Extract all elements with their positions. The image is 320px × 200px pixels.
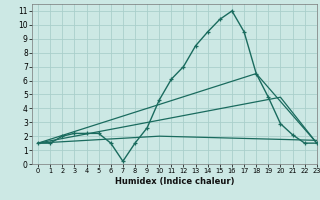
X-axis label: Humidex (Indice chaleur): Humidex (Indice chaleur) — [115, 177, 234, 186]
